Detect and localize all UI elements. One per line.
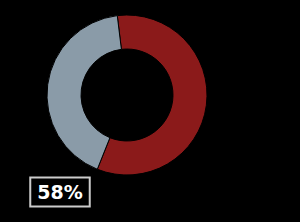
svg-text:58%: 58% (37, 181, 82, 203)
